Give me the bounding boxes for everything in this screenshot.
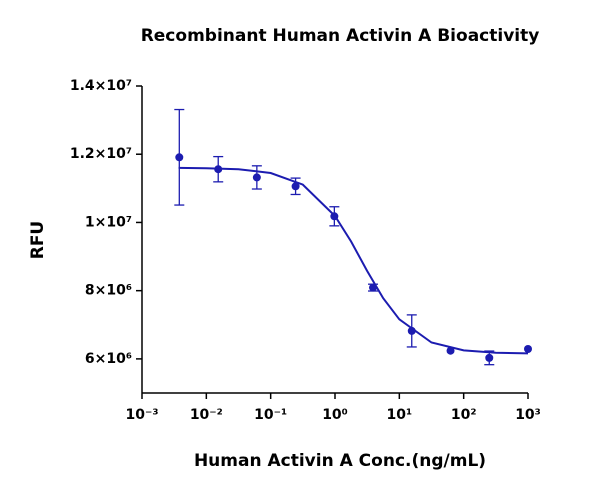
x-tick-label: 10⁰ [322,407,348,423]
x-axis-title: Human Activin A Conc.(ng/mL) [194,451,486,471]
data-point [369,283,378,292]
y-tick-label: 1.2×10⁷ [70,146,132,162]
data-point [524,344,532,353]
y-tick-label: 1×10⁷ [85,214,132,230]
x-tick-label: 10¹ [387,407,413,423]
x-tick-label: 10⁻² [190,407,223,423]
data-point [446,346,455,355]
data-point [407,326,416,335]
data-point [252,173,261,182]
x-tick-label: 10³ [515,407,541,423]
x-tick-label: 10² [451,407,477,423]
fit-curve [178,166,529,355]
x-tick-label: 10⁻¹ [254,407,287,423]
data-point [291,182,300,191]
y-tick-label: 6×10⁶ [85,351,132,367]
data-point [485,353,494,362]
data-point [214,165,223,174]
y-tick-label: 8×10⁶ [85,283,132,299]
y-tick-label: 1.4×10⁷ [70,78,132,94]
chart-title: Recombinant Human Activin A Bioactivity [141,26,540,46]
y-axis-title: RFU [28,221,48,260]
x-tick-label: 10⁻³ [125,407,158,423]
data-point [330,212,339,221]
data-point [175,153,184,162]
